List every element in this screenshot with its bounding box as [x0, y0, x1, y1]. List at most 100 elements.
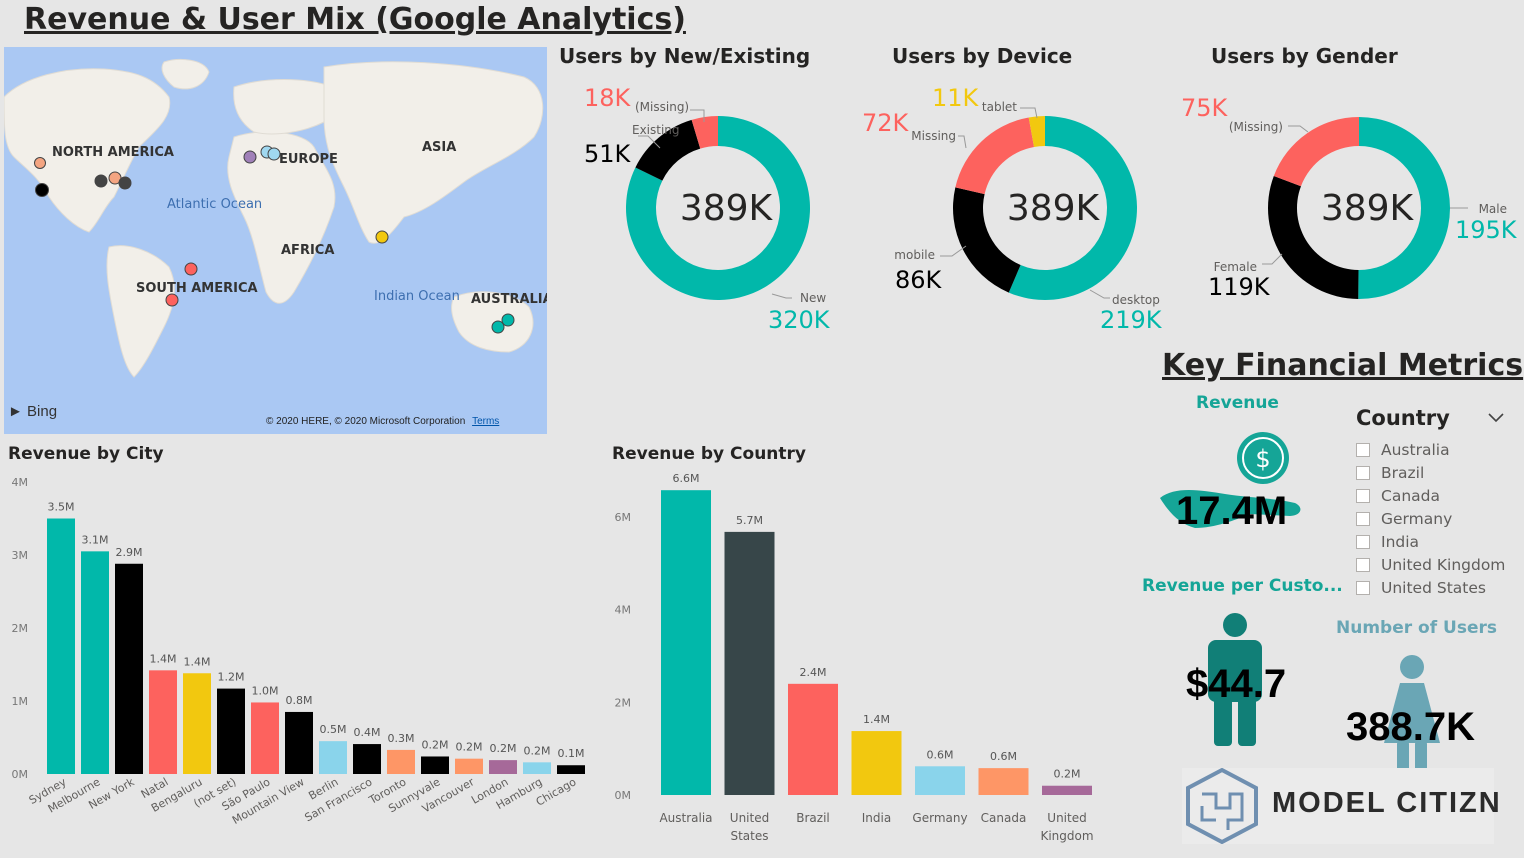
bar[interactable] — [149, 670, 177, 774]
map-bubble[interactable] — [184, 262, 198, 276]
bar-data-label: 1.4M — [150, 652, 177, 665]
donut-slice[interactable] — [691, 116, 718, 149]
bar[interactable] — [557, 765, 585, 774]
bar[interactable] — [115, 563, 143, 774]
donut-slice[interactable] — [1008, 116, 1138, 300]
donut-slice[interactable] — [1028, 116, 1045, 147]
donut-slice[interactable] — [635, 119, 701, 181]
map-bubble[interactable] — [267, 147, 281, 161]
slicer-option-india[interactable]: India — [1356, 530, 1505, 553]
bar-data-label: 0.6M — [990, 750, 1017, 763]
checkbox[interactable] — [1356, 488, 1370, 503]
donut-slice-value: 72K — [862, 109, 910, 137]
logo-background — [1182, 768, 1494, 844]
map-bubble[interactable] — [165, 293, 179, 307]
leader-line — [1020, 107, 1038, 119]
bar[interactable] — [455, 758, 483, 774]
slicer-option-label: India — [1381, 532, 1420, 551]
slicer-option-label: Australia — [1381, 440, 1450, 459]
slicer-option-australia[interactable]: Australia — [1356, 438, 1505, 461]
donut-slice[interactable] — [953, 187, 1021, 293]
map-bubble[interactable] — [491, 320, 505, 334]
donut-slice[interactable] — [955, 117, 1035, 195]
map-bubble[interactable] — [118, 176, 132, 190]
bar-data-label: 0.8M — [286, 694, 313, 707]
checkbox[interactable] — [1356, 465, 1370, 480]
bar-data-label: 0.4M — [354, 726, 381, 739]
bar[interactable] — [81, 551, 109, 774]
bar[interactable] — [217, 688, 245, 774]
donut-slice[interactable] — [1358, 117, 1450, 299]
bar[interactable] — [285, 711, 313, 774]
slicer-option-germany[interactable]: Germany — [1356, 507, 1505, 530]
bar[interactable] — [978, 768, 1029, 795]
map-label-australia: AUSTRALIA — [471, 292, 547, 307]
bar[interactable] — [489, 760, 517, 774]
slicer-option-united-kingdom[interactable]: United Kingdom — [1356, 553, 1505, 576]
slicer-option-canada[interactable]: Canada — [1356, 484, 1505, 507]
checkbox[interactable] — [1356, 534, 1370, 549]
slicer-option-brazil[interactable]: Brazil — [1356, 461, 1505, 484]
map-bubble[interactable] — [375, 230, 389, 244]
bar[interactable] — [661, 490, 711, 795]
number-of-users-value: 388.7K — [1346, 705, 1475, 749]
slicer-option-label: United Kingdom — [1381, 555, 1506, 574]
checkbox[interactable] — [1356, 557, 1370, 572]
donut-slice[interactable] — [1268, 175, 1359, 299]
map-bubble[interactable] — [34, 157, 46, 169]
bar[interactable] — [851, 731, 902, 795]
map-visual[interactable]: NORTH AMERICA EUROPE ASIA AFRICA SOUTH A… — [4, 47, 547, 434]
slicer-option-united-states[interactable]: United States — [1356, 576, 1505, 599]
bar-data-label: 1.4M — [184, 655, 211, 668]
map-terms-link[interactable]: Terms — [472, 416, 500, 427]
map-bubble[interactable] — [35, 183, 49, 197]
leader-line — [1262, 253, 1283, 265]
x-category-label: India — [862, 811, 891, 825]
leader-line — [771, 293, 792, 299]
bar-data-label: 0.1M — [558, 747, 585, 760]
bar[interactable] — [523, 762, 551, 774]
bar[interactable] — [319, 741, 347, 774]
checkbox[interactable] — [1356, 442, 1370, 457]
donut-slice-name: tablet — [982, 100, 1017, 114]
y-tick-label: 2M — [12, 622, 29, 635]
x-category-label: United Kingdom — [1040, 811, 1093, 843]
map-bubble[interactable] — [501, 313, 515, 327]
model-citizn-logo-text: MODEL CITIZN — [1272, 787, 1502, 819]
y-tick-label: 4M — [615, 604, 632, 617]
bar[interactable] — [788, 683, 838, 795]
bar[interactable] — [47, 518, 75, 775]
checkbox[interactable] — [1356, 511, 1370, 526]
bar[interactable] — [387, 749, 415, 774]
donut-slice[interactable] — [626, 116, 810, 301]
slicer-option-label: Brazil — [1381, 463, 1425, 482]
bar[interactable] — [421, 756, 449, 774]
leader-line — [1089, 289, 1110, 299]
map-bubble[interactable] — [94, 174, 108, 188]
bar-data-label: 1.2M — [218, 671, 245, 684]
bar-data-label: 0.2M — [456, 741, 483, 754]
city-chart-title: Revenue by City — [8, 444, 164, 464]
bar-data-label: 6.6M — [673, 472, 700, 485]
bar[interactable] — [353, 744, 381, 774]
slicer-option-label: Canada — [1381, 486, 1440, 505]
y-tick-label: 6M — [615, 511, 632, 524]
y-tick-label: 0M — [12, 768, 29, 781]
bar[interactable] — [183, 673, 211, 774]
checkbox[interactable] — [1356, 580, 1370, 595]
y-tick-label: 4M — [12, 476, 29, 489]
bar[interactable] — [1042, 785, 1092, 795]
bar[interactable] — [724, 531, 775, 795]
donut-slice-name: Missing — [911, 129, 956, 143]
bar[interactable] — [251, 702, 279, 774]
country-slicer-title: Country — [1356, 406, 1450, 430]
chevron-down-icon[interactable] — [1487, 412, 1505, 424]
donut-slice[interactable] — [1273, 117, 1359, 187]
x-category-label: Canada — [981, 811, 1027, 825]
bar[interactable] — [915, 766, 965, 795]
bar-data-label: 0.5M — [320, 723, 347, 736]
map-bubble[interactable] — [243, 150, 257, 164]
leader-line — [1288, 125, 1309, 133]
